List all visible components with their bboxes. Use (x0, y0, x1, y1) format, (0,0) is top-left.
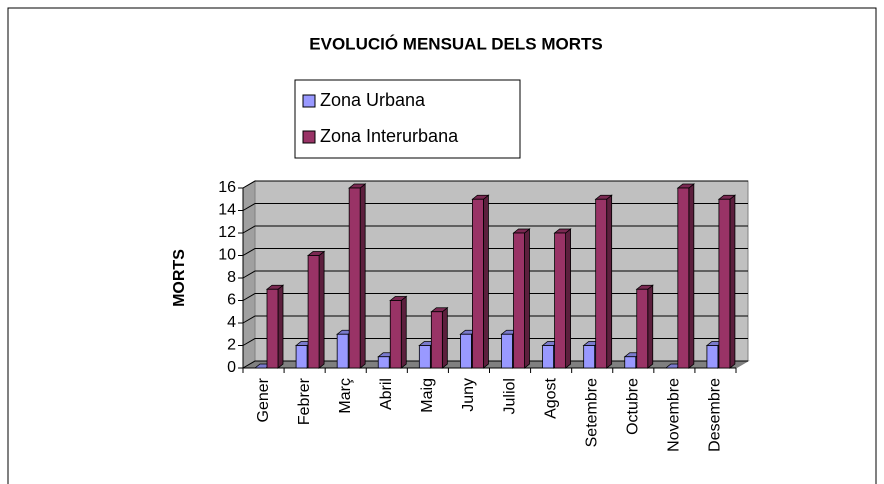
x-tick-label: Gener (255, 377, 272, 422)
legend-swatch (302, 130, 316, 144)
y-tick-label: 8 (227, 269, 236, 286)
y-axis-label: MORTS (171, 249, 188, 307)
x-tick-label: Agost (542, 377, 559, 418)
grid-line (242, 338, 748, 346)
grid-line (242, 270, 748, 279)
bar (553, 228, 572, 369)
bar (265, 284, 285, 369)
grid-line (242, 180, 748, 189)
x-tick-label: Juliol (501, 378, 518, 414)
legend-box (294, 79, 521, 159)
y-tick-label: 4 (227, 314, 236, 331)
y-tick-label: 16 (218, 179, 236, 196)
y-tick-label: 10 (218, 247, 236, 264)
bar (594, 194, 613, 369)
y-tick-label: 0 (227, 359, 236, 376)
bar (717, 194, 737, 369)
y-tick-label: 6 (227, 292, 236, 309)
x-tick-label: Setembre (583, 378, 600, 447)
bar (471, 194, 490, 369)
legend-label: Zona Urbana (320, 90, 426, 110)
grid-line (242, 225, 748, 234)
bar (348, 183, 367, 369)
bar (306, 250, 326, 369)
x-tick-label: Maig (419, 378, 436, 413)
grid-line (242, 293, 748, 301)
grid-line (242, 248, 748, 256)
y-tick-label: 2 (227, 337, 236, 354)
bar (389, 295, 408, 369)
bar (512, 228, 531, 369)
x-tick-label: Febrer (296, 377, 313, 425)
x-tick-label: Abril (378, 378, 395, 410)
x-tick-label: Novembre (666, 378, 683, 452)
x-tick-label: Juny (460, 378, 477, 412)
legend-swatch (302, 94, 316, 108)
chart-title: EVOLUCIÓ MENSUAL DELS MORTS (309, 34, 602, 53)
grid-line (242, 315, 748, 324)
bar (676, 183, 695, 369)
y-tick-label: 12 (218, 224, 236, 241)
bar (635, 284, 654, 369)
grid-line (242, 203, 748, 211)
bar (430, 306, 449, 369)
x-tick-label: Octubre (625, 378, 642, 435)
legend-label: Zona Interurbana (320, 126, 459, 146)
y-tick-label: 14 (218, 202, 236, 219)
x-tick-label: Desembre (707, 378, 724, 452)
x-tick-label: Març (337, 378, 354, 414)
